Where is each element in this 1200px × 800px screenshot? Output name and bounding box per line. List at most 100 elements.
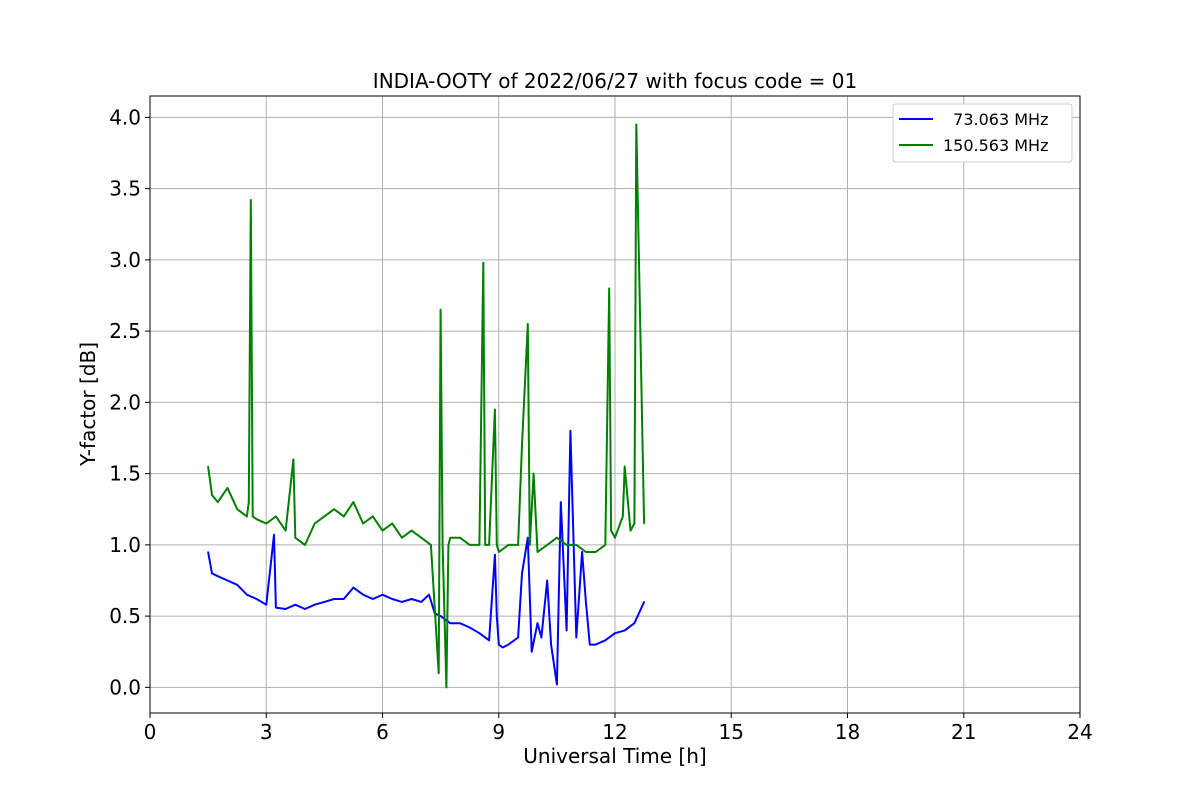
series-0-point — [521, 572, 523, 575]
legend-box — [892, 103, 1073, 163]
series-0-point — [391, 598, 394, 600]
series-1-point — [437, 672, 440, 674]
series-0-point — [478, 632, 481, 634]
series-1-point — [482, 261, 485, 264]
series-0-point — [265, 603, 268, 606]
series-1-point — [484, 544, 487, 546]
series-1-point — [430, 544, 432, 546]
series-0-point — [362, 593, 364, 596]
series-1-point — [372, 515, 374, 518]
series-0-point — [468, 626, 471, 629]
series-1-point — [633, 522, 636, 525]
series-1-point — [488, 544, 490, 546]
series-1-point — [323, 515, 326, 518]
series-0-point — [614, 632, 616, 634]
series-1-point — [536, 551, 539, 553]
series-1-point — [610, 529, 612, 532]
series-0-point — [488, 639, 490, 642]
series-1-point — [333, 508, 335, 511]
series-0-point — [273, 534, 275, 536]
series-1-point — [255, 518, 258, 520]
series-0-point — [313, 603, 316, 606]
series-line-0 — [207, 429, 646, 686]
y-tick-label: 3.5 — [109, 177, 141, 201]
series-0-point — [560, 501, 562, 503]
series-0-point — [401, 601, 403, 603]
series-0-point — [581, 551, 583, 553]
series-1-point — [527, 323, 529, 325]
series-1-point — [362, 522, 364, 525]
series-1-point — [246, 515, 248, 518]
series-0-point — [501, 646, 504, 649]
series-0-point — [449, 622, 452, 624]
x-tick-label: 15 — [719, 720, 744, 744]
series-0-point — [589, 643, 591, 646]
series-1-point — [459, 536, 461, 539]
series-1-point — [439, 308, 442, 311]
chart-title: INDIA-OOTY of 2022/06/27 with focus code… — [373, 69, 857, 93]
series-0-point — [352, 586, 355, 589]
series-0-point — [643, 601, 645, 603]
series-1-point — [449, 536, 452, 539]
series-0-point — [527, 536, 529, 539]
series-1-point — [401, 536, 403, 539]
series-1-point — [635, 123, 638, 126]
x-tick-label: 24 — [1067, 720, 1092, 744]
y-tick-label: 1.0 — [109, 533, 141, 557]
series-0-point — [217, 575, 219, 577]
series-0-point — [284, 608, 287, 610]
series-1-point — [478, 544, 481, 546]
y-tick-label: 2.0 — [109, 390, 141, 414]
series-1-point — [343, 515, 345, 518]
series-0-point — [420, 601, 423, 603]
series-1-point — [420, 536, 423, 539]
series-1-point — [468, 544, 471, 546]
series-0-point — [304, 608, 306, 610]
x-tick-label: 18 — [835, 720, 860, 744]
legend-label-150mhz: 150.563 MHz — [943, 136, 1048, 155]
y-tick-label: 0.0 — [109, 675, 141, 699]
series-0-point — [565, 629, 568, 632]
x-tick-label: 9 — [492, 720, 505, 744]
series-1-point — [532, 472, 535, 475]
series-1-point — [604, 544, 607, 546]
series-0-point — [540, 636, 543, 639]
series-1-point — [236, 508, 238, 511]
series-1-point — [585, 551, 587, 553]
series-0-point — [333, 598, 335, 600]
series-1-point — [251, 515, 254, 518]
x-tick-label: 12 — [602, 720, 627, 744]
series-1-point — [608, 287, 610, 290]
y-tick-label: 0.5 — [109, 604, 141, 628]
series-1-point — [521, 444, 523, 446]
series-1-point — [381, 529, 384, 532]
series-1-point — [556, 536, 558, 539]
y-tick-label: 3.0 — [109, 248, 141, 272]
series-0-point — [439, 615, 442, 617]
series-1-point — [594, 551, 597, 553]
axis-ticks: 0 3 6 9 12 15 18 21 24 0.0 0.5 1.0 1.5 2.0 2.5 3.0 3.5 4.… — [109, 105, 1093, 744]
series-0-point — [594, 643, 597, 646]
plot-series — [207, 123, 646, 689]
series-1-point — [410, 529, 413, 532]
series-0-point — [550, 643, 552, 646]
series-1-point — [447, 544, 450, 546]
series-1-point — [226, 487, 229, 489]
series-1-point — [217, 501, 219, 503]
series-0-point — [604, 639, 607, 642]
series-0-point — [546, 579, 548, 582]
series-1-point — [507, 544, 510, 546]
series-1-point — [622, 515, 624, 518]
series-0-point — [494, 554, 496, 556]
series-1-point — [494, 408, 496, 411]
series-0-point — [569, 430, 572, 432]
x-tick-label: 0 — [144, 720, 157, 744]
series-0-point — [372, 598, 374, 600]
series-0-point — [585, 601, 587, 603]
series-0-point — [246, 593, 248, 596]
series-1-point — [304, 544, 306, 546]
x-tick-label: 3 — [260, 720, 273, 744]
y-tick-label: 2.5 — [109, 319, 141, 343]
series-0-point — [211, 572, 213, 575]
